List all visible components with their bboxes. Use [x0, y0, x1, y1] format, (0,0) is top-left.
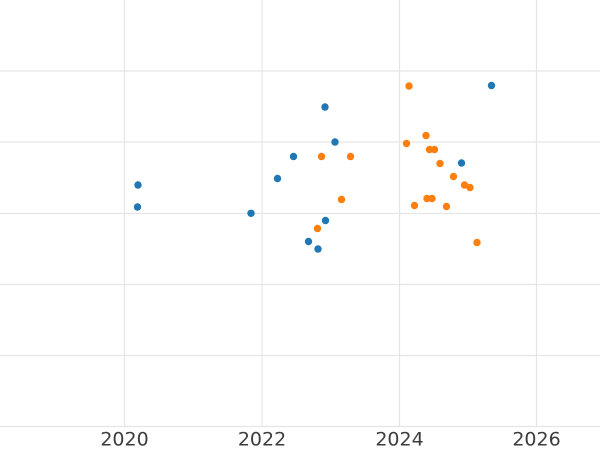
x-tick-label: 2020: [100, 429, 148, 450]
orange-series-point: [473, 238, 481, 247]
orange-series-point: [337, 195, 346, 204]
orange-series-point: [428, 194, 436, 203]
blue-series-point: [133, 203, 142, 211]
blue-series-point: [273, 174, 282, 183]
blue-series-point: [457, 159, 466, 167]
orange-series-point: [346, 152, 355, 161]
orange-series-point: [442, 202, 451, 211]
blue-series-point: [314, 245, 322, 253]
x-tick-label: 2022: [238, 429, 286, 450]
orange-series-point: [422, 131, 430, 140]
orange-series-point: [449, 172, 458, 181]
blue-series-point: [247, 209, 255, 217]
orange-series-point: [436, 159, 444, 168]
orange-series-point: [430, 145, 439, 154]
blue-series-point: [321, 216, 330, 225]
orange-series-point: [405, 82, 413, 90]
orange-series-point: [466, 183, 474, 192]
x-tick-label: 2026: [512, 429, 560, 450]
orange-series-point: [317, 152, 326, 161]
blue-series-point: [321, 103, 329, 111]
x-axis-tick-labels: 2020 2022 2024 2026: [100, 429, 560, 450]
blue-series-point: [134, 181, 142, 189]
blue-series-point: [331, 138, 339, 146]
blue-series-point: [289, 152, 298, 161]
orange-series-point: [313, 224, 322, 233]
orange-series-point: [402, 139, 411, 148]
orange-series-point: [460, 181, 469, 189]
gridlines: [0, 0, 600, 428]
x-tick-label: 2024: [375, 429, 423, 450]
orange-series-point: [410, 201, 419, 210]
data-points: [133, 81, 496, 253]
blue-series-point: [487, 81, 496, 90]
blue-series-point: [304, 237, 313, 246]
